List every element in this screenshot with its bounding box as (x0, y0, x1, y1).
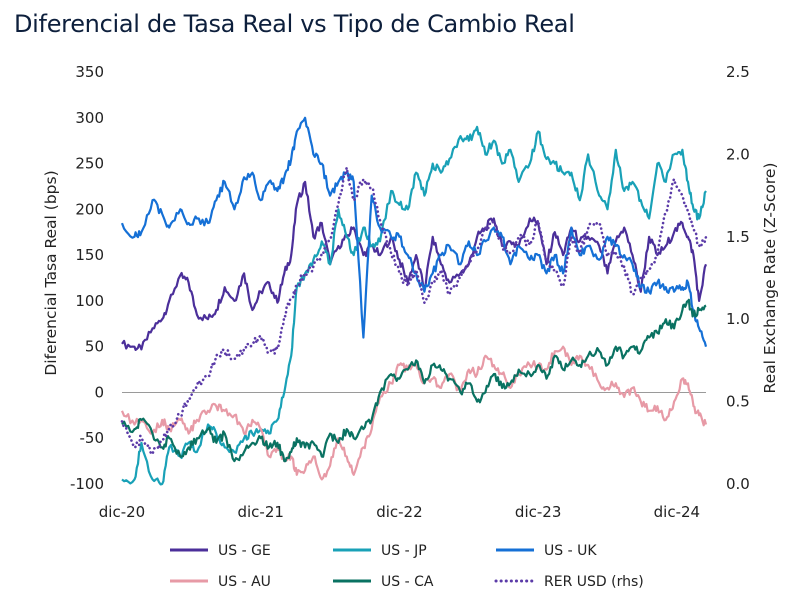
x-tick-label: dic-23 (515, 503, 561, 521)
y2-axis-label: Real Exchange Rate (Z-Score) (761, 163, 779, 394)
y-tick-label: 50 (85, 338, 104, 356)
y2-tick-label: 1.0 (726, 310, 750, 328)
legend-label: US - JP (381, 543, 427, 559)
y2-tick-label: 0.0 (726, 475, 750, 493)
x-tick-label: dic-21 (237, 503, 283, 521)
series-line-rer-usd-rhs (120, 166, 708, 456)
series-line-us-jp (121, 125, 707, 486)
y2-axis-ticks: 0.0 0.5 1.0 1.5 2.0 2.5 (726, 63, 750, 493)
series-line-us-ge (121, 180, 708, 351)
y-tick-label: 100 (75, 292, 104, 310)
series-line-us-ca (121, 298, 707, 463)
y-tick-label: 200 (75, 200, 104, 218)
x-tick-label: dic-22 (376, 503, 422, 521)
series-line-us-au (120, 345, 708, 481)
legend: US - GE US - JP US - UK US - AU US - CA RER U… (170, 543, 644, 590)
x-axis-ticks: dic-20 dic-21 dic-22 dic-23 dic-24 (99, 503, 700, 521)
series-line-us-uk (120, 116, 708, 347)
legend-label: US - UK (544, 543, 597, 559)
y-tick-label: 150 (75, 246, 104, 264)
legend-label: US - AU (218, 574, 271, 590)
y-tick-label: 350 (75, 63, 104, 81)
legend-label: US - GE (218, 543, 271, 559)
y2-tick-label: 2.5 (726, 63, 750, 81)
x-tick-label: dic-24 (654, 503, 700, 521)
y-tick-label: -100 (70, 475, 104, 493)
y-tick-label: 300 (75, 109, 104, 127)
series-group (120, 116, 708, 486)
y-tick-label: -50 (80, 429, 105, 447)
y2-axis-label-group: Real Exchange Rate (Z-Score) (761, 163, 779, 394)
y-axis-label-group: Diferencial Tasa Real (bps) (42, 170, 60, 375)
y2-tick-label: 2.0 (726, 145, 750, 163)
y-axis-label: Diferencial Tasa Real (bps) (42, 170, 60, 375)
legend-label: US - CA (381, 574, 434, 590)
y-axis-ticks: -100 -50 0 50 100 150 200 250 300 350 (70, 63, 104, 493)
chart-title: Diferencial de Tasa Real vs Tipo de Camb… (14, 10, 575, 38)
legend-label: RER USD (rhs) (544, 574, 644, 590)
y2-tick-label: 1.5 (726, 228, 750, 246)
y2-tick-label: 0.5 (726, 393, 750, 411)
y-tick-label: 0 (94, 383, 104, 401)
y-tick-label: 250 (75, 155, 104, 173)
x-tick-label: dic-20 (99, 503, 145, 521)
